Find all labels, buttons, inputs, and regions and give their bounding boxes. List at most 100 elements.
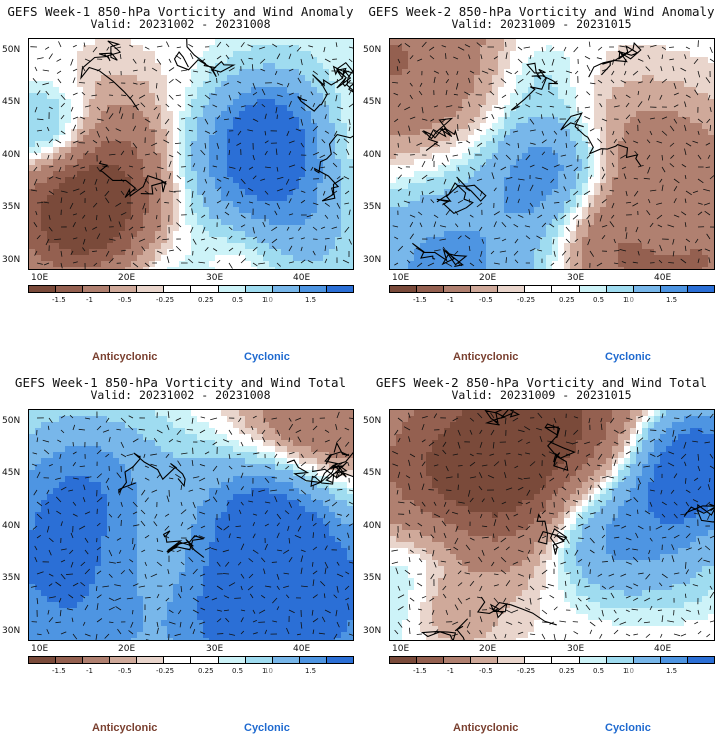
wind-vector [252, 632, 258, 635]
wind-vector [491, 497, 495, 503]
wind-vector [430, 573, 435, 580]
wind-vector [684, 198, 687, 204]
wind-vector [541, 166, 549, 171]
wind-vector [442, 585, 447, 591]
wind-vector [406, 70, 411, 75]
wind-vector [36, 471, 41, 479]
wind-vector [553, 633, 556, 640]
wind-vector [72, 501, 77, 506]
wind-vector [120, 150, 125, 156]
colorbar-swatch [137, 286, 165, 292]
wind-vector [428, 441, 435, 447]
wind-vector [613, 459, 617, 467]
wind-vector [572, 499, 579, 503]
coastline [412, 242, 468, 267]
wind-vector [553, 525, 559, 529]
wind-vector [60, 415, 66, 419]
wind-vector [264, 585, 272, 588]
wind-vector [177, 609, 182, 615]
wind-vector [272, 43, 278, 48]
wind-vector [577, 558, 583, 563]
wind-vector [80, 561, 86, 567]
wind-vector [601, 525, 605, 531]
wind-vector [493, 573, 499, 576]
wind-vector [433, 501, 437, 506]
wind-vector [300, 190, 306, 193]
wind-vector [164, 525, 170, 531]
wind-vector [541, 130, 545, 136]
wind-vector [439, 225, 447, 228]
wind-vector [240, 224, 246, 228]
wind-vector [445, 79, 450, 84]
wind-vector [493, 597, 499, 604]
wind-vector [647, 94, 651, 101]
wind-vector [452, 154, 459, 157]
wind-vector [553, 417, 557, 424]
wind-vector [453, 56, 459, 60]
wind-vector [565, 257, 571, 264]
wind-vector [649, 117, 656, 120]
wind-vector [216, 70, 220, 76]
wind-vector [418, 621, 423, 626]
colorbar-scale-marker: 10 [264, 296, 273, 304]
wind-vector [312, 499, 317, 503]
wind-vector [252, 609, 256, 614]
wind-vector [240, 178, 246, 185]
wind-vector [335, 42, 338, 48]
wind-vector [312, 532, 314, 539]
wind-vector [43, 262, 50, 266]
wind-vector [252, 226, 255, 234]
wind-vector [297, 513, 302, 520]
wind-vector [525, 501, 531, 505]
wind-vector [156, 45, 163, 48]
wind-vector [536, 105, 543, 108]
wind-vector [661, 557, 664, 563]
colorbar-swatch [299, 286, 327, 292]
wind-vector [669, 125, 675, 132]
wind-vector [271, 226, 278, 232]
wind-vector [140, 102, 146, 108]
wind-vector [180, 509, 187, 515]
wind-vector [536, 428, 543, 431]
wind-vector [655, 525, 663, 530]
wind-vector [240, 543, 245, 551]
wind-vector [348, 561, 353, 564]
wind-vector [270, 489, 278, 492]
wind-vector [156, 250, 163, 254]
wind-vector [82, 178, 86, 184]
wind-vector [198, 477, 206, 482]
wind-vector [34, 66, 38, 72]
wind-vector [224, 561, 230, 567]
colorbar-label: -1 [86, 667, 93, 675]
wind-vector [72, 477, 79, 480]
wind-vector [571, 441, 579, 445]
wind-vector [439, 238, 447, 241]
colorbar-swatch [687, 286, 714, 292]
wind-vector [240, 42, 245, 48]
coastline [332, 61, 353, 93]
wind-vector [336, 524, 342, 527]
wind-vector [42, 82, 50, 86]
wind-vector [142, 202, 146, 210]
wind-vector [523, 46, 531, 49]
wind-vector [433, 413, 438, 419]
wind-vector [408, 483, 411, 491]
wind-vector [33, 166, 38, 172]
wind-vector [179, 621, 182, 628]
wind-vector [661, 536, 667, 539]
wind-vector [276, 262, 281, 267]
wind-vector [57, 439, 62, 443]
wind-vector [505, 154, 511, 160]
wind-vector [433, 477, 438, 482]
wind-vector [457, 235, 462, 240]
wind-vector [264, 510, 268, 515]
wind-vector [693, 512, 699, 515]
wind-vector [408, 580, 411, 587]
lon-tick-label: 10E [31, 644, 49, 654]
wind-vector [300, 489, 307, 495]
wind-vector [264, 130, 267, 136]
wind-vector [697, 609, 700, 615]
wind-vector [285, 465, 290, 470]
wind-vector [529, 142, 536, 145]
wind-vector [538, 473, 543, 479]
